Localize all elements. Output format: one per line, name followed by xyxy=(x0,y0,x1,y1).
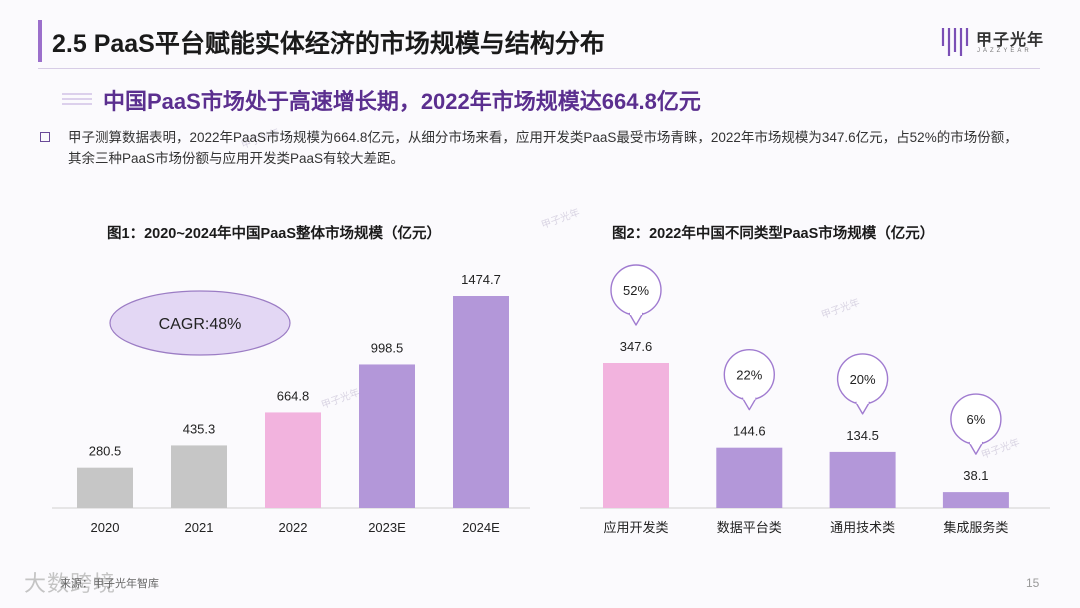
brand-name-en: JAZZYEAR xyxy=(977,48,1032,54)
bullet-square xyxy=(40,132,50,142)
page-number: 15 xyxy=(1026,576,1040,590)
chart1-category-label: 2022 xyxy=(279,520,308,535)
title-accent-bar xyxy=(38,20,42,62)
chart2-category-label: 数据平台类 xyxy=(717,520,782,535)
chart2-category-label: 集成服务类 xyxy=(943,520,1008,535)
source-note: 来源：甲子光年智库 xyxy=(60,578,159,590)
share-bubble-tail xyxy=(628,312,644,326)
share-label: 22% xyxy=(736,368,762,383)
chart1-value-label: 1474.7 xyxy=(461,272,501,287)
share-bubble-tail xyxy=(741,397,757,411)
share-bubble-tail xyxy=(968,441,984,455)
share-bubble-tail xyxy=(854,401,871,415)
chart1-bar xyxy=(77,467,133,508)
chart1-value-label: 435.3 xyxy=(183,421,216,436)
chart1-category-label: 2023E xyxy=(368,520,406,535)
cagr-label: CAGR:48% xyxy=(159,316,242,333)
brand-logo: 甲子光年 JAZZYEAR xyxy=(940,18,1060,64)
cagr-bubble xyxy=(109,290,291,356)
chart2-category-label: 应用开发类 xyxy=(603,520,668,535)
chart1-category-label: 2021 xyxy=(185,520,214,535)
title-divider xyxy=(38,68,1040,69)
chart1-category-label: 2024E xyxy=(462,520,500,535)
brand-name: 甲子光年 xyxy=(976,30,1045,49)
chart2-bar xyxy=(603,363,669,508)
share-label: 6% xyxy=(967,412,986,427)
chart1-value-label: 664.8 xyxy=(277,388,310,403)
brand-logo-icon xyxy=(941,28,969,56)
chart1-category-label: 2020 xyxy=(91,520,120,535)
chart1-bar xyxy=(359,364,415,508)
watermark-brand: 大数跨境 xyxy=(24,571,117,596)
chart2-value-label: 347.6 xyxy=(620,339,653,354)
chart2-bar xyxy=(829,451,896,508)
chart1-bar xyxy=(453,296,509,508)
figure2-title: 图2：2022年中国不同类型PaaS市场规模（亿元） xyxy=(612,226,935,242)
chart2-bar xyxy=(942,492,1009,508)
chart2-bar xyxy=(716,447,783,508)
chart2-value-label: 38.1 xyxy=(963,468,988,483)
chart1-bar xyxy=(265,412,321,508)
share-label: 52% xyxy=(623,283,649,298)
chart1-value-label: 280.5 xyxy=(89,444,122,459)
subtitle: 中国PaaS市场处于高速增长期，2022年市场规模达664.8亿元 xyxy=(103,89,701,114)
figure1-title: 图1：2020~2024年中国PaaS整体市场规模（亿元） xyxy=(107,226,442,242)
chart2-value-label: 144.6 xyxy=(733,424,766,439)
chart2-category-label: 通用技术类 xyxy=(830,520,895,535)
subtitle-decoration xyxy=(62,93,92,105)
chart1-bar xyxy=(171,445,227,508)
share-label: 20% xyxy=(850,372,876,387)
body-paragraph: 甲子测算数据表明，2022年PaaS市场规模为664.8亿元，从细分市场来看，应… xyxy=(68,130,1018,166)
page-title: 2.5 PaaS平台赋能实体经济的市场规模与结构分布 xyxy=(52,30,605,58)
chart2-value-label: 134.5 xyxy=(846,428,879,443)
chart1-value-label: 998.5 xyxy=(371,340,404,355)
